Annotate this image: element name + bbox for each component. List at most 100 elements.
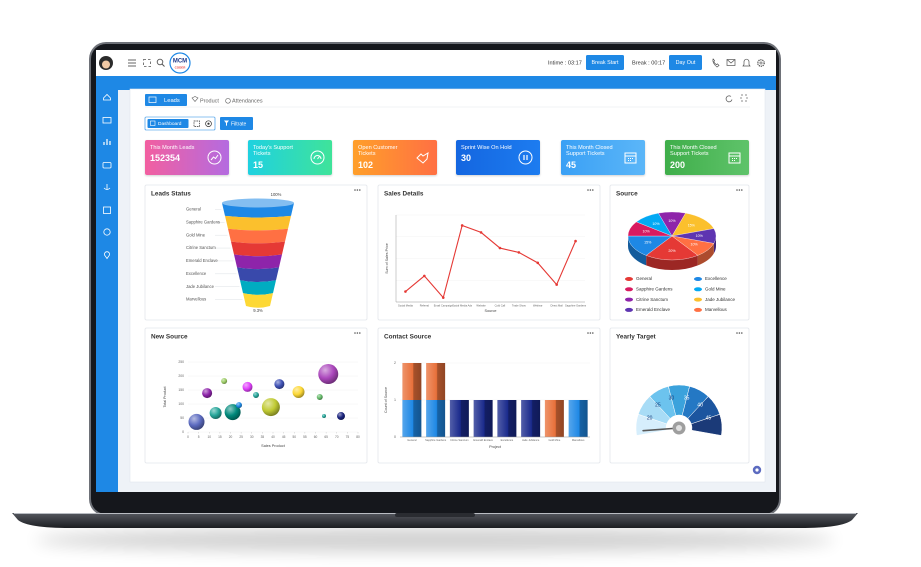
x-tick-label: 15 [218,435,222,439]
panel-menu-dot[interactable] [738,189,741,191]
legend-label: Marvellous [705,307,728,312]
panel-menu-dot[interactable] [589,332,592,334]
logo [169,52,191,74]
panel-menu-dot[interactable] [587,332,589,334]
kpi-icon [310,150,325,165]
kpi-card[interactable]: This Month Leads 152354 [145,140,229,175]
pie-slice [671,235,715,256]
panel-title: Contact Source [384,334,432,341]
kpi-card[interactable]: This Month Closed Support Tickets 200 [665,140,749,175]
target-view-icon[interactable] [205,120,212,127]
x-tick-label: 5 [198,435,200,439]
panel-menu-dot[interactable] [589,189,592,191]
panel-menu-dot[interactable] [356,332,359,334]
refresh-icon[interactable] [725,95,733,103]
kpi-card[interactable]: Today's Support Tickets 15 [248,140,332,175]
gauge-tick [638,414,642,416]
x-tick-label: Citrine Sanctum [450,438,468,442]
pie-value-label: 15% [644,241,652,245]
x-axis-title: Sales Product [261,444,286,448]
panel-menu-dot[interactable] [354,189,356,191]
search-handle [161,63,165,67]
panel-menu-dot[interactable] [587,189,589,191]
funnel-stage-label: Citrine Sanctum [186,245,216,250]
bubble [274,379,285,390]
bubble [318,364,339,385]
nav-icon[interactable] [104,251,110,260]
dashboard-button[interactable] [147,119,189,128]
day-out-button[interactable] [669,55,702,70]
sales-point [555,283,558,286]
bell-icon[interactable] [742,58,751,67]
kpi-card[interactable]: Sprint Wise On Hold 30 [456,140,540,175]
grid-view-icon[interactable] [193,120,200,127]
kpi-card[interactable]: This Month Closed Support Tickets 45 [561,140,645,175]
y-tick-label: 200 [178,374,184,378]
panel-menu-dot[interactable] [592,332,594,334]
nav-icon[interactable] [103,93,111,101]
pie-value-label: 10% [696,234,704,238]
bar-segment [497,400,517,437]
panel-menu-dot[interactable] [354,332,356,334]
panel-menu-dot[interactable] [738,332,741,334]
panel-menu-dot[interactable] [356,189,359,191]
sales-point [404,290,407,293]
search-icon[interactable] [156,58,164,66]
nav-icon[interactable] [103,228,111,236]
kpi-value: 152354 [150,153,181,164]
kpi-title: This Month Closed Support Tickets [670,145,717,158]
nav-icon[interactable] [102,117,112,124]
kpi-card[interactable]: Open Customer Tickets 102 [353,140,437,175]
panel-menu-dot[interactable] [359,189,361,191]
logo-text: MCM [173,59,187,65]
bubble [188,413,205,430]
bubble [209,406,222,419]
x-tick-label: Email Campaign [434,304,454,308]
x-tick-label: Website [476,304,486,308]
panel-menu-dot[interactable] [359,332,361,334]
pie-value-label: 20% [668,249,676,253]
filter-button[interactable] [220,117,253,130]
panel-menu-dot[interactable] [741,189,743,191]
pie-slice [645,235,699,261]
nav-icon[interactable] [103,206,111,214]
pie-value-label: 15% [688,223,696,227]
nav-icon[interactable] [102,162,112,169]
kpi-value: 102 [358,159,374,170]
bubble [337,412,345,421]
dashboard-icon [150,120,156,126]
panel-menu-dot[interactable] [736,189,738,191]
x-tick-label: Emerald Enclave [473,438,493,442]
funnel-stage-label: Gold Mine [186,232,206,237]
funnel-segment [228,228,288,244]
gauge-band [691,413,723,436]
nav-icon[interactable] [103,184,111,190]
sales-point [536,261,540,265]
legend-label: Gold Mine [705,286,726,291]
x-axis-title: Source [484,309,496,313]
nav-icon[interactable] [103,139,111,145]
panel-menu-dot[interactable] [592,189,594,191]
mail-icon[interactable] [726,59,736,66]
expand-icon[interactable] [143,59,151,67]
tab-label[interactable]: Product [200,98,219,104]
break-start-button[interactable] [586,55,624,70]
bar-segment [544,400,564,437]
x-tick-label: Social Media [398,304,413,308]
pie-value-label: 10% [690,243,698,247]
fullscreen-icon[interactable] [740,94,748,102]
pie-value-label: 10% [668,219,676,223]
tab-label[interactable]: Attendances [232,98,263,104]
legend-label: Citrine Sanctum [636,297,668,302]
panel-menu-dot[interactable] [741,332,743,334]
x-tick-label: 20 [229,435,233,439]
kpi-value: 30 [461,153,472,164]
x-tick-label: Marvellous [572,438,585,442]
top-header [96,50,776,76]
phone-icon[interactable] [712,58,720,68]
kpi-icon [518,150,533,165]
gear-icon[interactable] [757,59,765,67]
panel-menu-dot[interactable] [736,332,738,334]
bar-segment [449,400,469,437]
